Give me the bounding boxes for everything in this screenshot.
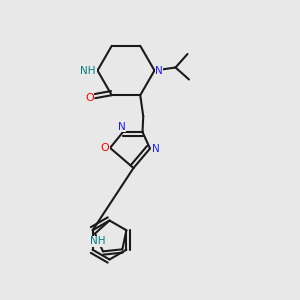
Text: NH: NH [80, 65, 96, 76]
Text: N: N [155, 65, 163, 76]
Text: O: O [85, 93, 94, 103]
Text: NH: NH [90, 236, 106, 246]
Text: N: N [152, 143, 159, 154]
Text: O: O [100, 143, 109, 153]
Text: N: N [118, 122, 125, 132]
